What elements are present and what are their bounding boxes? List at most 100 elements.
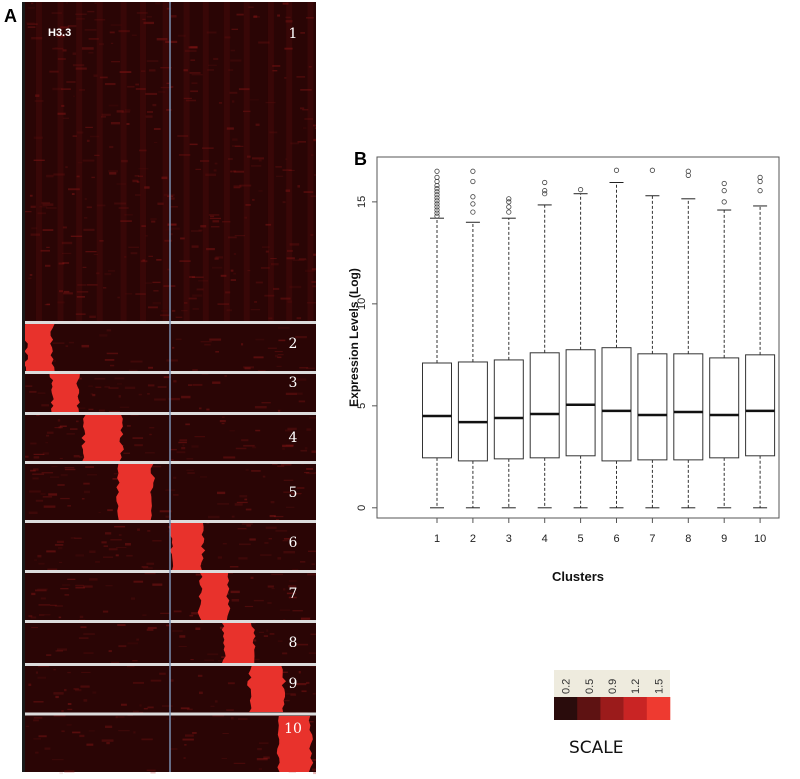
signal-block-cluster-2 [23,324,55,371]
outlier-point [470,201,476,207]
scale-label-0.9: 0.9 [607,679,619,694]
cluster-number-10: 10 [284,721,302,737]
outlier-point [506,209,512,215]
iqr-box [601,347,632,462]
scale-label-0.2: 0.2 [561,679,573,694]
x-tick-label-8: 8 [685,533,691,545]
cluster-number-7: 7 [289,586,298,602]
outlier-point [434,204,440,210]
panel-a-letter: A [4,6,17,26]
h33-label: H3.3 [48,27,71,39]
outlier-point [721,180,727,187]
cluster-number-9: 9 [289,676,298,692]
y-tick-label-5: 5 [356,403,368,409]
scale-label-band [554,670,670,697]
outlier-point [506,204,512,210]
scale-label-0.5: 0.5 [584,679,596,694]
cluster-number-1: 1 [289,26,298,42]
iqr-box [673,353,704,461]
outlier-point [757,174,763,180]
outlier-point [542,179,548,186]
x-tick-label-5: 5 [578,533,584,545]
box-cluster-3 [493,196,524,509]
scale-swatch-0.9 [600,697,624,720]
y-tick-label-15: 15 [356,196,368,208]
outlier-point [434,186,440,192]
iqr-box [457,361,488,462]
x-tick-label-4: 4 [542,533,548,545]
cluster-number-6: 6 [289,535,298,551]
iqr-box [529,352,560,459]
outlier-point [685,168,691,174]
outlier-point [577,187,584,193]
heatmap-left-border [22,2,25,772]
box-cluster-9 [709,180,740,509]
box-cluster-5 [565,187,596,509]
scale-swatch-0.2 [554,697,578,720]
iqr-box [745,354,776,457]
outlier-point [757,188,763,194]
outlier-point [434,198,440,204]
signal-block-cluster-4 [81,415,124,461]
h33-heatmap: H3.3 1 2 3 4 5 6 7 8 9 10 [22,2,316,775]
outlier-point [506,196,512,202]
outlier-point [434,207,440,213]
outlier-point [434,168,440,174]
cluster-number-8: 8 [289,635,298,651]
box-cluster-2 [457,168,488,509]
box-cluster-8 [673,168,704,509]
iqr-box [565,349,596,457]
outlier-point [434,174,440,180]
box-cluster-1 [422,168,452,509]
x-tick-label-9: 9 [721,533,727,545]
x-tick-label-10: 10 [754,533,766,545]
signal-block-cluster-5 [116,464,155,520]
plot-frame [376,156,780,519]
cluster-number-5: 5 [289,485,298,501]
iqr-box [637,353,668,461]
signal-block-cluster-8 [221,623,256,663]
outlier-point [434,189,440,195]
iqr-box [493,359,524,460]
signal-block-cluster-7 [197,573,231,620]
box-cluster-6 [601,167,632,509]
outlier-point [470,194,476,200]
x-tick-label-7: 7 [649,533,655,545]
x-tick-label-1: 1 [434,533,440,545]
x-tick-label-2: 2 [470,533,476,545]
outlier-point [542,188,548,194]
y-tick-label-0: 0 [356,505,368,511]
signal-block-cluster-9 [247,666,286,712]
scale-title: SCALE [569,738,624,758]
signal-block-cluster-3 [49,374,80,412]
box-cluster-7 [637,167,668,509]
outlier-point [721,199,727,205]
outlier-point [434,192,440,198]
scale-label-1.2: 1.2 [630,679,642,694]
iqr-box [422,362,452,459]
scale-swatch-1.2 [623,697,648,720]
x-tick-label-6: 6 [613,533,619,545]
outlier-point [613,167,620,173]
outlier-point [649,167,656,173]
x-axis-label: Clusters [552,569,604,584]
cluster-number-2: 2 [289,336,298,352]
signal-block-cluster-6 [168,523,206,570]
scale-label-1.5: 1.5 [653,679,665,694]
scale-swatch-0.5 [577,697,601,720]
cluster-number-4: 4 [289,430,298,446]
outlier-point [470,178,476,185]
outlier-point [434,210,440,216]
outlier-point [542,191,548,197]
outlier-point [434,195,440,201]
box-cluster-10 [745,174,776,509]
panel-b-letter: B [354,149,367,169]
x-tick-label-3: 3 [506,533,512,545]
scale-swatch-1.5 [646,697,671,720]
outlier-point [506,199,512,205]
iqr-box [709,357,740,459]
outlier-point [434,201,440,207]
y-tick-label-10: 10 [356,298,368,310]
signal-block-cluster-10 [276,716,314,772]
